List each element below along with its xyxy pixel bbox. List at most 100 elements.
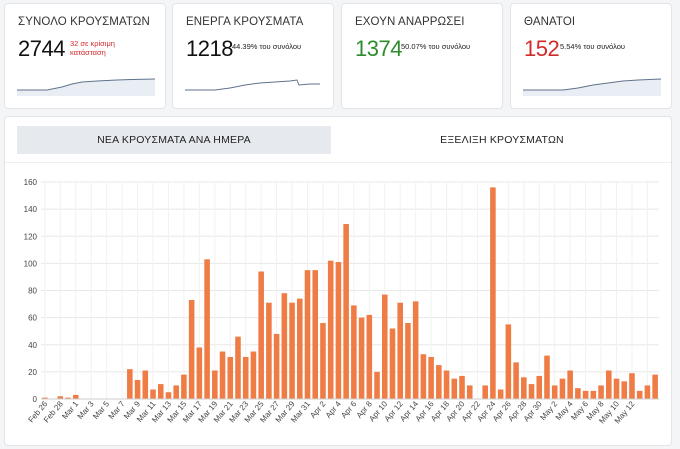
- y-tick-label: 20: [28, 368, 37, 377]
- bar-new-cases[interactable]: [551, 385, 558, 399]
- bar-new-cases[interactable]: [358, 317, 365, 399]
- bar-new-cases[interactable]: [235, 336, 241, 399]
- card-active-cases[interactable]: ΕΝΕΡΓΑ ΚΡΟΥΣΜΑΤΑ 1218 44.39% του συνόλου: [172, 3, 334, 109]
- bar-new-cases[interactable]: [242, 356, 249, 399]
- tab-cases-progression[interactable]: ΕΞΕΛΙΞΗ ΚΡΟΥΣΜΑΤΩΝ: [440, 134, 564, 146]
- bar-new-cases[interactable]: [320, 323, 326, 399]
- bar-new-cases[interactable]: [150, 389, 156, 399]
- bar-new-cases[interactable]: [482, 385, 488, 399]
- bar-new-cases[interactable]: [436, 365, 442, 399]
- active-percent-note: 44.39% του συνόλου: [232, 42, 302, 51]
- bar-new-cases[interactable]: [505, 324, 512, 399]
- card-value: 2744: [18, 36, 65, 61]
- bar-new-cases[interactable]: [227, 356, 234, 399]
- bar-new-cases[interactable]: [188, 299, 195, 399]
- bar-new-cases[interactable]: [582, 390, 589, 399]
- y-tick-label: 60: [28, 314, 37, 323]
- card-deaths[interactable]: ΘΑΝΑΤΟΙ 152 5.54% του συνόλου: [510, 3, 672, 109]
- bar-new-cases[interactable]: [312, 270, 319, 399]
- bar-new-cases[interactable]: [65, 397, 71, 399]
- bar-new-cases[interactable]: [528, 384, 535, 399]
- bar-new-cases[interactable]: [196, 347, 203, 399]
- bar-new-cases[interactable]: [389, 328, 396, 399]
- y-tick-label: 40: [28, 341, 37, 350]
- bar-new-cases[interactable]: [42, 397, 48, 399]
- bar-new-cases[interactable]: [127, 369, 133, 399]
- sparkline-total: [17, 78, 155, 96]
- bar-new-cases[interactable]: [173, 385, 179, 399]
- y-tick-label: 0: [33, 395, 38, 404]
- bar-new-cases[interactable]: [281, 293, 288, 399]
- bar-new-cases[interactable]: [466, 385, 473, 399]
- bar-new-cases[interactable]: [165, 392, 172, 399]
- bar-new-cases[interactable]: [420, 354, 427, 399]
- tab-new-cases-per-day[interactable]: ΝΕΑ ΚΡΟΥΣΜΑΤΑ ΑΝΑ ΗΜΕΡΑ: [17, 126, 331, 154]
- bar-new-cases[interactable]: [559, 378, 566, 399]
- bar-new-cases[interactable]: [250, 351, 257, 399]
- bar-new-cases[interactable]: [598, 385, 604, 399]
- bar-new-cases[interactable]: [459, 375, 465, 399]
- bar-new-cases[interactable]: [181, 374, 187, 399]
- bar-new-cases[interactable]: [327, 260, 334, 399]
- bar-new-cases[interactable]: [513, 362, 519, 399]
- x-tick-label: Apr 2: [308, 399, 328, 420]
- y-tick-label: 100: [24, 259, 38, 268]
- deaths-percent-note: 5.54% του συνόλου: [560, 42, 625, 51]
- bar-new-cases[interactable]: [397, 302, 403, 399]
- card-title: ΕΧΟΥΝ ΑΝΑΡΡΩΣΕΙ: [355, 16, 465, 28]
- sparkline-deaths: [523, 78, 661, 96]
- bar-new-cases[interactable]: [629, 373, 635, 399]
- bar-new-cases[interactable]: [219, 351, 226, 399]
- bar-new-cases[interactable]: [343, 224, 349, 399]
- bar-new-cases[interactable]: [134, 380, 141, 399]
- card-total-cases[interactable]: ΣΥΝΟΛΟ ΚΡΟΥΣΜΑΤΩΝ 2744 32 σε κρίσιμη κατ…: [4, 3, 166, 109]
- bar-new-cases[interactable]: [575, 388, 581, 399]
- bar-new-cases[interactable]: [57, 396, 64, 399]
- bar-new-cases[interactable]: [590, 390, 597, 399]
- card-value: 1218: [186, 36, 233, 61]
- bar-new-cases[interactable]: [335, 262, 342, 399]
- y-tick-label: 80: [28, 287, 37, 296]
- bar-new-cases[interactable]: [266, 302, 272, 399]
- tab-divider: [5, 162, 671, 163]
- card-title: ΘΑΝΑΤΟΙ: [524, 16, 576, 28]
- bar-new-cases[interactable]: [304, 270, 311, 399]
- bar-new-cases[interactable]: [536, 375, 543, 399]
- bar-new-cases[interactable]: [204, 259, 210, 399]
- bar-new-cases[interactable]: [490, 187, 496, 399]
- bar-new-cases[interactable]: [289, 302, 295, 399]
- bar-new-cases[interactable]: [374, 371, 380, 399]
- bar-new-cases[interactable]: [412, 301, 419, 399]
- critical-note-line1: 32 σε κρίσιμη: [70, 39, 115, 48]
- bar-new-cases[interactable]: [451, 378, 458, 399]
- bar-new-cases[interactable]: [297, 298, 303, 399]
- card-recovered[interactable]: ΕΧΟΥΝ ΑΝΑΡΡΩΣΕΙ 1374 50.07% του συνόλου: [341, 3, 503, 109]
- bar-new-cases[interactable]: [521, 377, 527, 399]
- x-tick-label: Apr 4: [324, 399, 344, 420]
- bar-new-cases[interactable]: [443, 370, 450, 399]
- bar-new-cases[interactable]: [142, 370, 149, 399]
- bar-new-cases[interactable]: [72, 394, 79, 399]
- y-tick-label: 160: [24, 178, 38, 187]
- bar-new-cases[interactable]: [258, 271, 264, 399]
- bar-new-cases[interactable]: [652, 374, 658, 399]
- bar-new-cases[interactable]: [636, 390, 643, 399]
- bar-new-cases[interactable]: [544, 355, 550, 399]
- chart-panel: ΝΕΑ ΚΡΟΥΣΜΑΤΑ ΑΝΑ ΗΜΕΡΑ ΕΞΕΛΙΞΗ ΚΡΟΥΣΜΑΤ…: [4, 116, 672, 446]
- bar-new-cases[interactable]: [613, 378, 620, 399]
- card-title: ΣΥΝΟΛΟ ΚΡΟΥΣΜΑΤΩΝ: [18, 16, 150, 28]
- bar-new-cases[interactable]: [273, 333, 280, 399]
- bar-new-cases[interactable]: [212, 370, 218, 399]
- bar-new-cases[interactable]: [606, 370, 612, 399]
- bar-new-cases[interactable]: [621, 381, 628, 399]
- bar-new-cases[interactable]: [497, 389, 504, 399]
- bar-new-cases[interactable]: [366, 314, 373, 399]
- bar-new-cases[interactable]: [351, 305, 357, 399]
- bar-new-cases[interactable]: [381, 294, 388, 399]
- bar-new-cases[interactable]: [567, 370, 573, 399]
- bar-new-cases[interactable]: [428, 356, 434, 399]
- bar-new-cases[interactable]: [157, 384, 164, 399]
- bar-new-cases[interactable]: [405, 323, 411, 399]
- bar-new-cases[interactable]: [644, 385, 651, 399]
